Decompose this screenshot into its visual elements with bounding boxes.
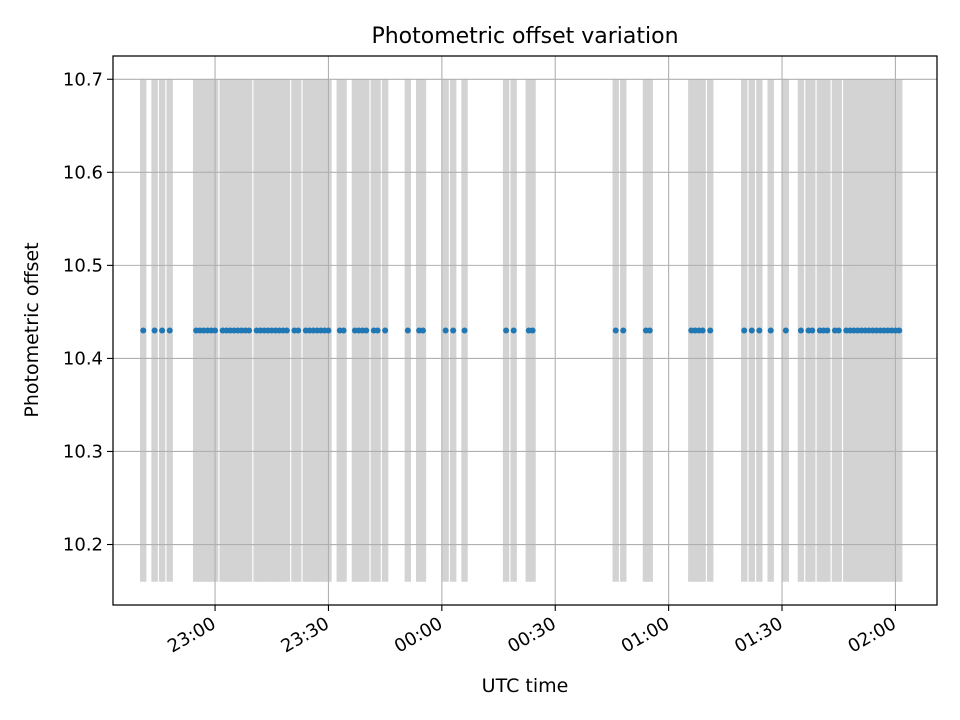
data-point xyxy=(529,327,536,334)
data-point xyxy=(782,327,789,334)
data-point xyxy=(699,327,706,334)
data-point xyxy=(404,327,411,334)
data-point xyxy=(442,327,449,334)
data-point xyxy=(809,327,816,334)
data-point xyxy=(620,327,627,334)
grid xyxy=(113,56,937,605)
data-point xyxy=(896,327,903,334)
data-point xyxy=(363,327,370,334)
data-point xyxy=(295,327,302,334)
x-axis-label: UTC time xyxy=(482,675,569,697)
y-tick-label: 10.4 xyxy=(63,348,103,369)
data-point xyxy=(325,327,332,334)
chart-title: Photometric offset variation xyxy=(371,24,678,49)
data-point xyxy=(797,327,804,334)
data-point xyxy=(212,327,219,334)
data-point xyxy=(503,327,510,334)
data-point xyxy=(246,327,253,334)
data-point xyxy=(510,327,517,334)
data-point xyxy=(756,327,763,334)
data-point xyxy=(767,327,774,334)
data-point xyxy=(166,327,173,334)
data-point xyxy=(741,327,748,334)
data-point xyxy=(748,327,755,334)
y-tick-label: 10.6 xyxy=(63,162,103,183)
data-point xyxy=(461,327,468,334)
data-point xyxy=(374,327,381,334)
y-axis-label: Photometric offset xyxy=(21,242,43,417)
data-point xyxy=(382,327,389,334)
data-point xyxy=(835,327,842,334)
data-point xyxy=(646,327,653,334)
data-point xyxy=(283,327,290,334)
data-point xyxy=(419,327,426,334)
data-point xyxy=(151,327,158,334)
y-tick-label: 10.7 xyxy=(63,69,103,90)
data-point xyxy=(450,327,457,334)
y-tick-label: 10.3 xyxy=(63,441,103,462)
y-tick-label: 10.5 xyxy=(63,255,103,276)
data-point xyxy=(159,327,166,334)
axes-frame xyxy=(112,55,938,606)
data-points xyxy=(140,327,903,334)
data-point xyxy=(707,327,714,334)
data-point xyxy=(612,327,619,334)
data-point xyxy=(140,327,147,334)
data-point xyxy=(340,327,347,334)
y-tick-label: 10.2 xyxy=(63,535,103,556)
data-point xyxy=(824,327,831,334)
